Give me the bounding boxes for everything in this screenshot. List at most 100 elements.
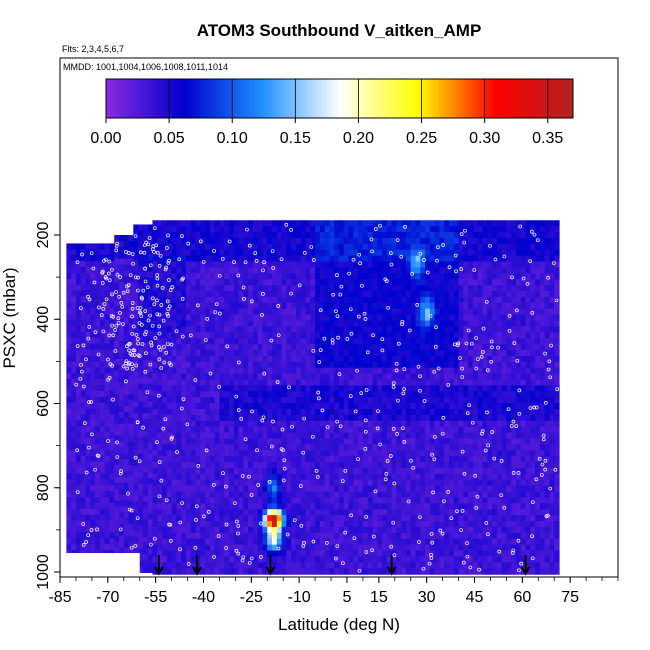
heatmap-cell [300,379,307,386]
heatmap-cell [276,296,283,304]
heatmap-cell [300,344,307,351]
heatmap-cell [90,544,96,551]
heatmap-cell [219,267,225,274]
heatmap-cell [286,332,292,339]
heatmap-cell [382,414,388,422]
heatmap-cell [324,326,331,333]
heatmap-cell [291,291,297,298]
heatmap-cell [405,373,412,381]
heatmap-cell [425,350,431,357]
heatmap-cell [95,314,101,321]
heatmap-cell [439,361,445,369]
heatmap-cell [391,491,397,499]
heatmap-cell [209,361,216,369]
heatmap-cell [99,355,106,362]
heatmap-cell [128,482,134,490]
heatmap-cell [334,408,340,416]
heatmap-cell [367,526,374,534]
heatmap-cell [171,291,177,298]
heatmap-cell [449,332,455,339]
heatmap-cell [420,320,426,328]
heatmap-cell [71,473,77,480]
heatmap-cell [157,379,163,386]
heatmap-cell [152,308,158,316]
heatmap-cell [75,438,82,445]
heatmap-cell [405,532,412,540]
heatmap-cell [80,267,87,274]
heatmap-cell [152,232,158,239]
heatmap-cell [358,414,364,422]
heatmap-cell [463,526,469,534]
heatmap-cell [358,232,364,239]
heatmap-cell [410,526,417,534]
heatmap-cell [429,338,436,345]
heatmap-cell [410,538,417,546]
heatmap-cell [358,532,364,540]
heatmap-cell [252,568,259,575]
heatmap-cell [410,285,417,292]
heatmap-cell [453,273,460,280]
heatmap-cell [291,444,297,451]
heatmap-cell [109,343,115,351]
heatmap-cell [209,385,216,392]
heatmap-cell [200,479,206,487]
heatmap-cell [453,444,460,451]
heatmap-cell [272,285,278,292]
heatmap-cell [281,220,287,227]
heatmap-cell [219,296,225,304]
heatmap-cell [99,396,106,404]
heatmap-cell [300,479,307,487]
heatmap-cell [295,491,302,499]
heatmap-cell [281,526,287,534]
heatmap-cell [272,497,278,504]
heatmap-cell [200,344,206,351]
heatmap-cell [295,485,302,493]
heatmap-cell [315,485,321,493]
heatmap-cell [453,320,460,328]
heatmap-cell [367,450,374,457]
heatmap-cell [133,377,139,385]
heatmap-cell [324,279,331,286]
heatmap-cell [138,407,144,414]
heatmap-cell [200,338,206,345]
heatmap-cell [434,479,441,487]
heatmap-cell [138,483,144,491]
heatmap-cell [310,314,316,322]
heatmap-cell [434,485,441,493]
heatmap-cell [128,411,134,419]
heatmap-cell [372,302,378,310]
heatmap-cell [286,249,292,257]
heatmap-cell [329,255,335,263]
heatmap-cell [128,235,134,242]
heatmap-cell [272,408,278,416]
heatmap-cell [272,521,278,528]
heatmap-cell [458,379,464,386]
heatmap-cell [152,397,158,404]
heatmap-cell [138,548,144,556]
heatmap-cell [391,438,397,445]
heatmap-cell [310,562,316,569]
heatmap-cell [262,562,268,569]
heatmap-cell [118,347,125,354]
heatmap-cell [305,450,311,457]
heatmap-cell [458,538,464,546]
heatmap-cell [114,341,120,348]
heatmap-cell [324,408,331,416]
heatmap-cell [362,338,369,345]
heatmap-cell [118,317,125,325]
heatmap-cell [405,526,412,534]
heatmap-cell [185,220,192,227]
heatmap-cell [181,285,187,292]
heatmap-cell [396,355,402,363]
heatmap-cell [453,467,460,475]
heatmap-cell [190,273,197,280]
heatmap-cell [157,332,163,339]
heatmap-cell [104,278,111,286]
heatmap-cell [315,296,321,304]
heatmap-cell [281,568,287,575]
heatmap-cell [181,550,187,558]
heatmap-cell [295,544,302,552]
heatmap-cell [90,438,96,445]
heatmap-cell [118,264,125,271]
heatmap-cell [286,467,292,475]
